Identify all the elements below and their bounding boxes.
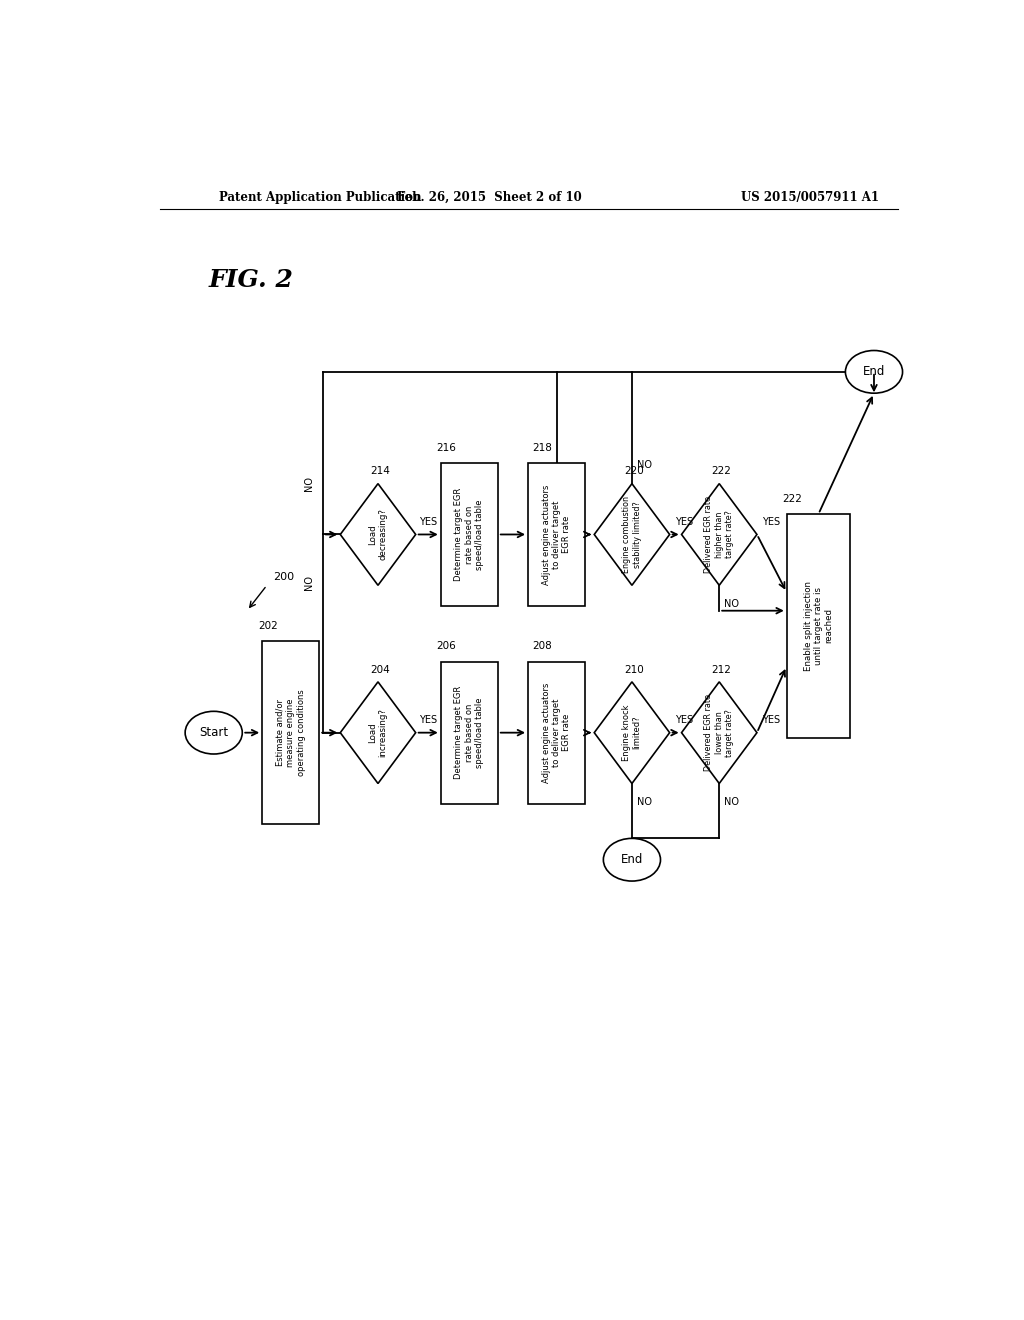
Text: Adjust engine actuators
to deliver target
EGR rate: Adjust engine actuators to deliver targe…: [542, 682, 571, 783]
Text: Load
decreasing?: Load decreasing?: [369, 508, 388, 561]
Polygon shape: [594, 682, 670, 784]
FancyBboxPatch shape: [528, 661, 585, 804]
Text: Delivered EGR rate
higher than
target rate?: Delivered EGR rate higher than target ra…: [705, 496, 734, 573]
Text: 216: 216: [436, 444, 457, 453]
Text: 222: 222: [782, 494, 803, 504]
FancyBboxPatch shape: [786, 515, 850, 738]
FancyBboxPatch shape: [528, 463, 585, 606]
Text: 218: 218: [531, 444, 552, 453]
Text: Patent Application Publication: Patent Application Publication: [219, 190, 422, 203]
Polygon shape: [682, 483, 757, 585]
Text: YES: YES: [675, 517, 693, 527]
Text: 220: 220: [624, 466, 644, 477]
Text: 204: 204: [370, 665, 390, 675]
Text: 202: 202: [258, 620, 278, 631]
Text: NO: NO: [637, 797, 652, 807]
Ellipse shape: [185, 711, 243, 754]
Text: Engine knock
limited?: Engine knock limited?: [623, 705, 642, 760]
Polygon shape: [340, 483, 416, 585]
Text: NO: NO: [637, 461, 652, 470]
Text: Delivered EGR rate
lower than
target rate?: Delivered EGR rate lower than target rat…: [705, 694, 734, 771]
Text: NO: NO: [724, 598, 739, 609]
Text: YES: YES: [419, 715, 436, 726]
Text: End: End: [621, 853, 643, 866]
Text: Determine target EGR
rate based on
speed/load table: Determine target EGR rate based on speed…: [455, 488, 484, 581]
Text: FIG. 2: FIG. 2: [209, 268, 294, 292]
Text: NO: NO: [724, 797, 739, 807]
Text: Engine combustion
stability limited?: Engine combustion stability limited?: [623, 496, 642, 573]
Text: US 2015/0057911 A1: US 2015/0057911 A1: [741, 190, 880, 203]
Polygon shape: [340, 682, 416, 784]
Text: 210: 210: [624, 665, 644, 675]
Ellipse shape: [846, 351, 902, 393]
Text: 208: 208: [531, 642, 552, 651]
Ellipse shape: [603, 838, 660, 880]
FancyBboxPatch shape: [440, 463, 498, 606]
Text: 212: 212: [712, 665, 731, 675]
Text: NO: NO: [303, 576, 313, 590]
Text: Load
increasing?: Load increasing?: [369, 709, 388, 758]
Text: Estimate and/or
measure engine
operating conditions: Estimate and/or measure engine operating…: [275, 689, 305, 776]
Text: Adjust engine actuators
to deliver target
EGR rate: Adjust engine actuators to deliver targe…: [542, 484, 571, 585]
Text: 200: 200: [273, 573, 294, 582]
Polygon shape: [594, 483, 670, 585]
Text: End: End: [863, 366, 885, 379]
Text: YES: YES: [419, 517, 436, 527]
Text: YES: YES: [762, 715, 780, 726]
FancyBboxPatch shape: [440, 661, 498, 804]
Text: Determine target EGR
rate based on
speed/load table: Determine target EGR rate based on speed…: [455, 686, 484, 779]
Text: YES: YES: [762, 517, 780, 527]
Text: Feb. 26, 2015  Sheet 2 of 10: Feb. 26, 2015 Sheet 2 of 10: [396, 190, 582, 203]
Text: NO: NO: [303, 477, 313, 491]
FancyBboxPatch shape: [262, 642, 319, 824]
Text: 222: 222: [712, 466, 731, 477]
Text: 206: 206: [436, 642, 457, 651]
Text: 214: 214: [370, 466, 390, 477]
Text: Start: Start: [199, 726, 228, 739]
Polygon shape: [682, 682, 757, 784]
Text: YES: YES: [675, 715, 693, 726]
Text: Enable split injection
until target rate is
reached: Enable split injection until target rate…: [804, 581, 834, 671]
